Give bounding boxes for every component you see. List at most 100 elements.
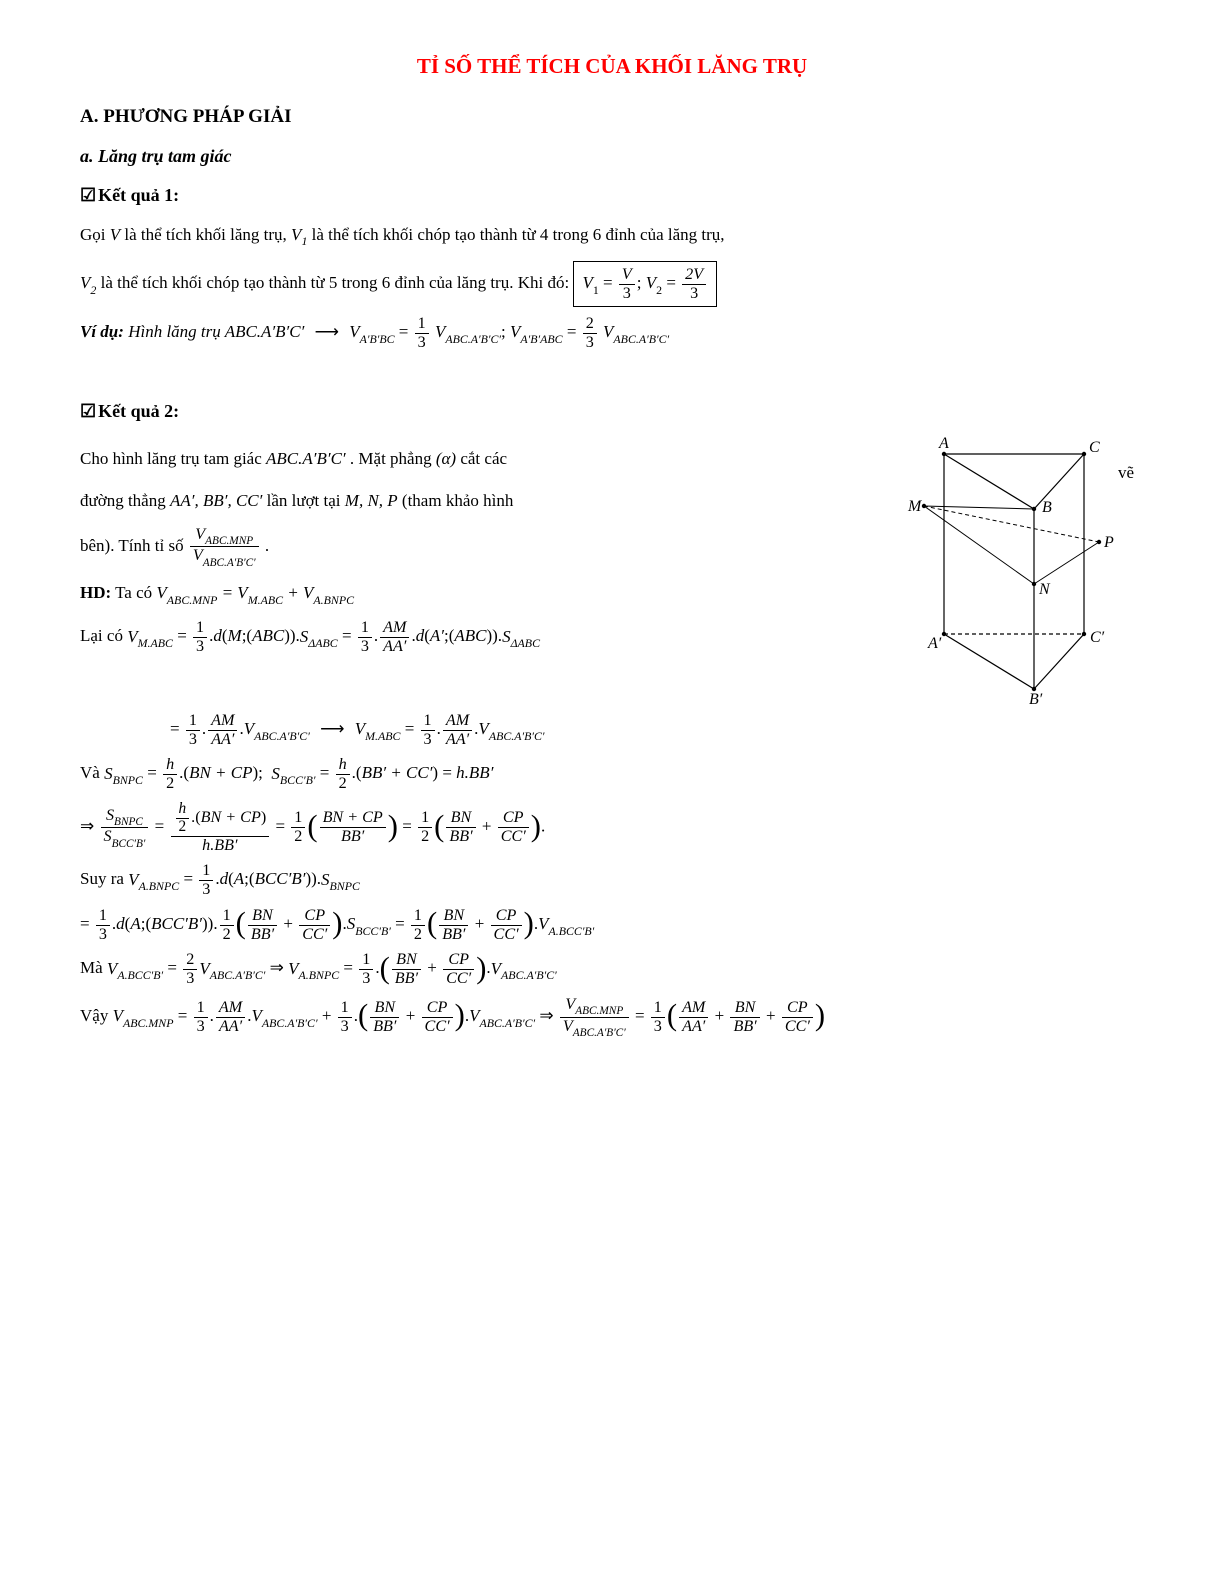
var-V2: V2 bbox=[80, 273, 96, 292]
text-frag: cắt các bbox=[460, 449, 507, 468]
text-frag: (tham khảo hình bbox=[398, 491, 514, 510]
math: VM.ABC bbox=[127, 627, 173, 646]
fraction: 13 bbox=[199, 862, 213, 899]
fraction: CPCC′ bbox=[299, 907, 330, 944]
fraction: BNBB′ bbox=[392, 951, 421, 988]
figure-column: A C B M N P A′ C′ B′ bbox=[884, 434, 1144, 704]
text-frag: là thể tích khối chóp tạo thành từ 5 tro… bbox=[96, 273, 573, 292]
fraction: AMAA′ bbox=[679, 999, 708, 1036]
label-Cp: C′ bbox=[1090, 629, 1105, 646]
text-frag: Lại có bbox=[80, 627, 127, 646]
result-2-label: ☑Kết quả 2: bbox=[80, 397, 1144, 426]
fraction: BN + CPBB′ bbox=[320, 809, 386, 846]
label-B: B bbox=[1042, 499, 1052, 516]
result-1-label: ☑Kết quả 1: bbox=[80, 181, 1144, 210]
label-A: A bbox=[938, 435, 949, 452]
result-2-para-1: Cho hình lăng trụ tam giác ABC.A′B′C′ . … bbox=[80, 442, 864, 476]
arrow-icon: ⟶ bbox=[315, 322, 339, 341]
fraction: VABC.MNPVABC.A′B′C′ bbox=[560, 996, 629, 1038]
subsection-heading: a. Lăng trụ tam giác bbox=[80, 142, 1144, 171]
hd-line-2b: = 13.AMAA′.VABC.A′B′C′ ⟶ VM.ABC = 13.AMA… bbox=[170, 712, 1144, 749]
check-icon: ☑ bbox=[80, 401, 96, 421]
fraction: 12 bbox=[291, 809, 305, 846]
fraction: CPCC′ bbox=[443, 951, 474, 988]
result-1-para-1: Gọi V là thể tích khối lăng trụ, V1 là t… bbox=[80, 218, 1144, 253]
text-frag: Gọi bbox=[80, 225, 110, 244]
math: ABC.A′B′C′ bbox=[266, 449, 346, 468]
check-icon: ☑ bbox=[80, 185, 96, 205]
math: VA′B′BC bbox=[349, 322, 394, 341]
fraction: 12 bbox=[411, 907, 425, 944]
fraction: 12 bbox=[418, 809, 432, 846]
fraction: BNBB′ bbox=[446, 809, 475, 846]
label-Bp: B′ bbox=[1029, 691, 1043, 704]
text-frag: Vậy bbox=[80, 1006, 113, 1025]
fraction: 13 bbox=[651, 999, 665, 1036]
hd-label: HD: bbox=[80, 583, 111, 602]
boxed-formula: V1 = V3; V2 = 2V3 bbox=[573, 261, 717, 308]
arrow-icon: ⟶ bbox=[320, 719, 344, 738]
section-heading: A. PHƯƠNG PHÁP GIẢI bbox=[80, 102, 1144, 132]
fraction: h2 bbox=[163, 756, 177, 793]
fraction: BNBB′ bbox=[730, 999, 759, 1036]
fraction: 23 bbox=[583, 315, 597, 352]
math: VABC.A′B′C′ bbox=[603, 322, 669, 341]
fraction: AMAA′ bbox=[380, 619, 409, 656]
fraction: BNBB′ bbox=[248, 907, 277, 944]
result-2-text: Kết quả 2: bbox=[98, 401, 179, 421]
hd-line-5: Suy ra VA.BNPC = 13.d(A;(BCC′B′)).SBNPC bbox=[80, 862, 1144, 899]
fraction: AMAA′ bbox=[208, 712, 237, 749]
hd-line-1: HD: Ta có VABC.MNP = VM.ABC + VA.BNPC bbox=[80, 576, 864, 611]
fraction: 13 bbox=[193, 619, 207, 656]
fraction: CPCC′ bbox=[498, 809, 529, 846]
fraction: SBNPCSBCC′B′ bbox=[101, 807, 149, 849]
text-frag: Suy ra bbox=[80, 870, 128, 889]
hd-line-4: ⇒ SBNPCSBCC′B′ = h2.(BN + CP) h.BB′ = 12… bbox=[80, 801, 1144, 855]
fraction: 13 bbox=[415, 315, 429, 352]
text-frag: là thể tích khối chóp tạo thành từ 4 tro… bbox=[307, 225, 724, 244]
label-Ap: A′ bbox=[927, 635, 942, 652]
text-frag: lần lượt tại bbox=[262, 491, 344, 510]
result-2-para-2: đường thẳng AA′, BB′, CC′ lần lượt tại M… bbox=[80, 484, 864, 518]
hd-line-2: Lại có VM.ABC = 13.d(M;(ABC)).SΔABC = 13… bbox=[80, 619, 864, 656]
fraction: CPCC′ bbox=[422, 999, 453, 1036]
text-frag: là thể tích khối lăng trụ, bbox=[120, 225, 291, 244]
text-frag: Hình lăng trụ bbox=[124, 322, 225, 341]
label-N: N bbox=[1038, 581, 1051, 598]
fraction: AMAA′ bbox=[443, 712, 472, 749]
text-frag: Và bbox=[80, 764, 104, 783]
result-1-text: Kết quả 1: bbox=[98, 185, 179, 205]
hd-line-6: = 13.d(A;(BCC′B′)).12(BNBB′ + CPCC′).SBC… bbox=[80, 907, 1144, 944]
text-frag: bên). Tính tỉ số bbox=[80, 536, 188, 555]
hd-line-8: Vậy VABC.MNP = 13.AMAA′.VABC.A′B′C′ + 13… bbox=[80, 996, 1144, 1038]
fraction: BNBB′ bbox=[370, 999, 399, 1036]
fraction: 13 bbox=[186, 712, 200, 749]
example-line: Ví dụ: Hình lăng trụ ABC.A′B′C′ ⟶ VA′B′B… bbox=[80, 315, 1144, 352]
fraction: 13 bbox=[358, 619, 372, 656]
fraction: BNBB′ bbox=[439, 907, 468, 944]
var-V1: V1 bbox=[291, 225, 307, 244]
math: VABC.MNP = VM.ABC + VA.BNPC bbox=[156, 583, 354, 602]
text-frag: đường thẳng bbox=[80, 491, 170, 510]
prism-diagram: A C B M N P A′ C′ B′ bbox=[884, 434, 1144, 704]
var-V: V bbox=[110, 225, 120, 244]
fraction: CPCC′ bbox=[782, 999, 813, 1036]
text-frag-ve: vẽ bbox=[1118, 459, 1134, 486]
fraction: 23 bbox=[183, 951, 197, 988]
hd-line-3: Và SBNPC = h2.(BN + CP); SBCC′B′ = h2.(B… bbox=[80, 756, 1144, 793]
math: M, N, P bbox=[345, 491, 398, 510]
text-column: Cho hình lăng trụ tam giác ABC.A′B′C′ . … bbox=[80, 434, 864, 664]
math: (α) bbox=[436, 449, 456, 468]
fraction: VABC.MNPVABC.A′B′C′ bbox=[190, 526, 259, 568]
fraction: 12 bbox=[220, 907, 234, 944]
result-1-para-2: V2 là thể tích khối chóp tạo thành từ 5 … bbox=[80, 261, 1144, 308]
fraction: 13 bbox=[194, 999, 208, 1036]
label-M: M bbox=[907, 498, 923, 515]
fraction: 13 bbox=[421, 712, 435, 749]
fraction: h2 bbox=[336, 756, 350, 793]
text-frag: Ta có bbox=[111, 583, 156, 602]
fraction: 13 bbox=[338, 999, 352, 1036]
label-P: P bbox=[1103, 534, 1114, 551]
hd-line-7: Mà VA.BCC′B′ = 23VABC.A′B′C′ ⇒ VA.BNPC =… bbox=[80, 951, 1144, 988]
fraction: h2.(BN + CP) h.BB′ bbox=[171, 801, 270, 855]
